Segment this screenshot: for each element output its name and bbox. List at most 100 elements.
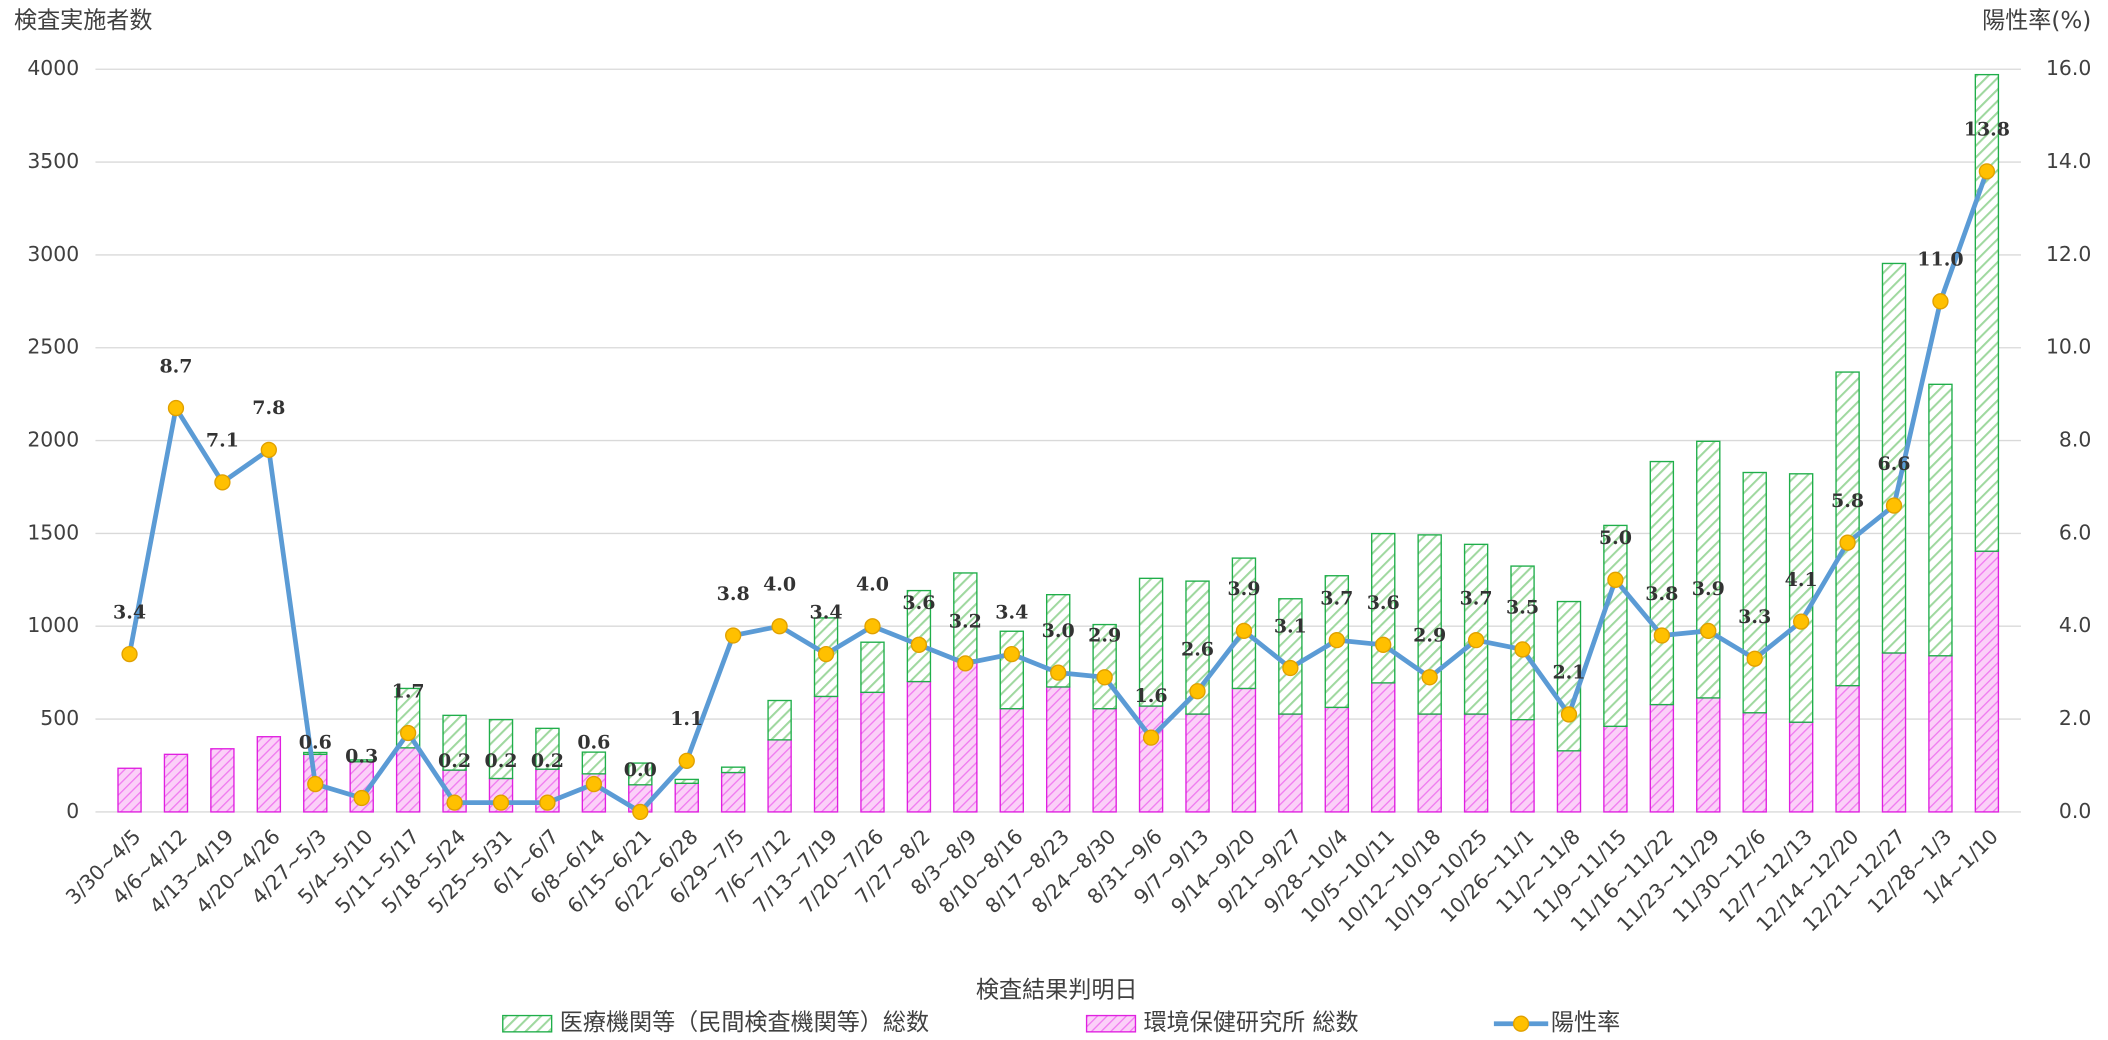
marker: [1885, 497, 1903, 514]
bar-segment: [1881, 652, 1907, 813]
bar-segment: [1045, 686, 1071, 813]
data-label: 3.6: [902, 592, 935, 614]
data-label: 0.3: [345, 745, 378, 767]
data-label: 0.6: [577, 731, 610, 753]
legend-swatch: [1085, 1014, 1137, 1033]
data-label: 4.0: [856, 574, 889, 596]
bar-segment: [1974, 550, 2000, 813]
bar-segment: [720, 766, 746, 774]
bar-segment: [999, 707, 1024, 813]
data-label: 0.2: [531, 750, 564, 772]
marker: [121, 645, 138, 663]
data-label: 3.0: [1042, 620, 1075, 642]
marker: [1189, 683, 1206, 700]
bar-segment: [1138, 705, 1164, 813]
bar-segment: [1556, 750, 1582, 813]
bar-segment: [1974, 73, 2000, 552]
bar-segment: [1417, 713, 1442, 813]
marker: [1514, 641, 1531, 658]
y2-axis-title: 陽性率(%): [1982, 8, 2091, 34]
bar-segment: [1788, 473, 1814, 723]
x-axis-title: 検査結果判明日: [976, 978, 1138, 1004]
data-label: 3.4: [810, 601, 843, 623]
marker: [1978, 163, 1996, 180]
marker: [678, 752, 695, 769]
data-label: 3.4: [113, 601, 146, 623]
data-label: 5.0: [1599, 527, 1632, 549]
bar-segment: [720, 771, 746, 813]
marker: [1421, 669, 1438, 686]
bar-segment: [1324, 706, 1350, 813]
data-label: 7.1: [206, 430, 239, 452]
marker: [864, 618, 881, 635]
legend-label: 陽性率: [1551, 1010, 1620, 1036]
data-label: 6.6: [1877, 453, 1910, 475]
data-label: 3.7: [1320, 587, 1353, 609]
bar-segment: [395, 747, 421, 813]
bar-segment: [1138, 577, 1164, 707]
y-tick-label: 3000: [27, 242, 79, 266]
bar-segment: [256, 736, 282, 813]
data-label: 7.8: [252, 397, 285, 419]
bar-segment: [1835, 684, 1860, 813]
bar-segment: [1417, 534, 1442, 715]
bar-segment: [1185, 713, 1210, 813]
data-label: 2.9: [1413, 625, 1446, 647]
y2-tick-label: 12.0: [2046, 242, 2091, 266]
bar-segment: [860, 691, 885, 813]
data-label: 3.8: [717, 583, 750, 605]
marker: [1328, 632, 1345, 649]
y2-tick-label: 6.0: [2059, 520, 2091, 544]
bar-segment: [1788, 721, 1814, 813]
data-label: 8.7: [159, 355, 192, 377]
y-tick-label: 3500: [27, 149, 79, 173]
bar-segment: [1928, 655, 1953, 813]
data-label: 4.0: [763, 574, 796, 596]
marker: [585, 775, 603, 793]
marker: [399, 724, 417, 742]
bar-segment: [1371, 682, 1396, 813]
bar-segment: [674, 778, 699, 784]
data-label: 3.5: [1506, 597, 1539, 619]
data-label: 3.8: [1645, 583, 1678, 605]
y-tick-label: 500: [40, 706, 79, 730]
bar-segment: [813, 695, 839, 813]
bar-segment: [628, 762, 653, 786]
marker: [1050, 664, 1067, 681]
data-label: 3.7: [1460, 587, 1493, 609]
marker: [725, 627, 742, 644]
marker: [1560, 706, 1578, 723]
bar-segment: [906, 589, 932, 683]
marker: [214, 474, 231, 491]
bar-segment: [1603, 524, 1628, 727]
bar-segment: [953, 659, 978, 813]
bar-segment: [674, 782, 699, 813]
y2-tick-label: 10.0: [2046, 335, 2091, 359]
marker: [1003, 645, 1020, 663]
data-label: 13.8: [1964, 119, 2010, 141]
marker: [1792, 613, 1810, 630]
marker: [817, 645, 835, 663]
bar-segment: [210, 748, 235, 813]
y2-tick-label: 4.0: [2059, 613, 2091, 637]
bar-segment: [1603, 725, 1628, 813]
y-tick-label: 4000: [27, 56, 79, 80]
marker: [260, 441, 277, 459]
marker: [632, 803, 649, 821]
marker: [910, 636, 928, 653]
data-label: 3.4: [995, 601, 1028, 623]
data-label: 4.1: [1785, 569, 1818, 591]
bar-segment: [1649, 460, 1675, 706]
marker: [1467, 632, 1485, 649]
legend-swatch: [502, 1014, 553, 1033]
bar-segment: [581, 751, 607, 775]
bar-segment: [1742, 712, 1767, 813]
bar-segment: [1045, 593, 1071, 688]
data-label: 0.0: [624, 759, 657, 781]
marker: [492, 794, 510, 811]
y-tick-label: 2000: [27, 428, 79, 452]
data-label: 5.8: [1831, 490, 1864, 512]
bar-segment: [349, 759, 374, 763]
marker: [771, 618, 788, 635]
